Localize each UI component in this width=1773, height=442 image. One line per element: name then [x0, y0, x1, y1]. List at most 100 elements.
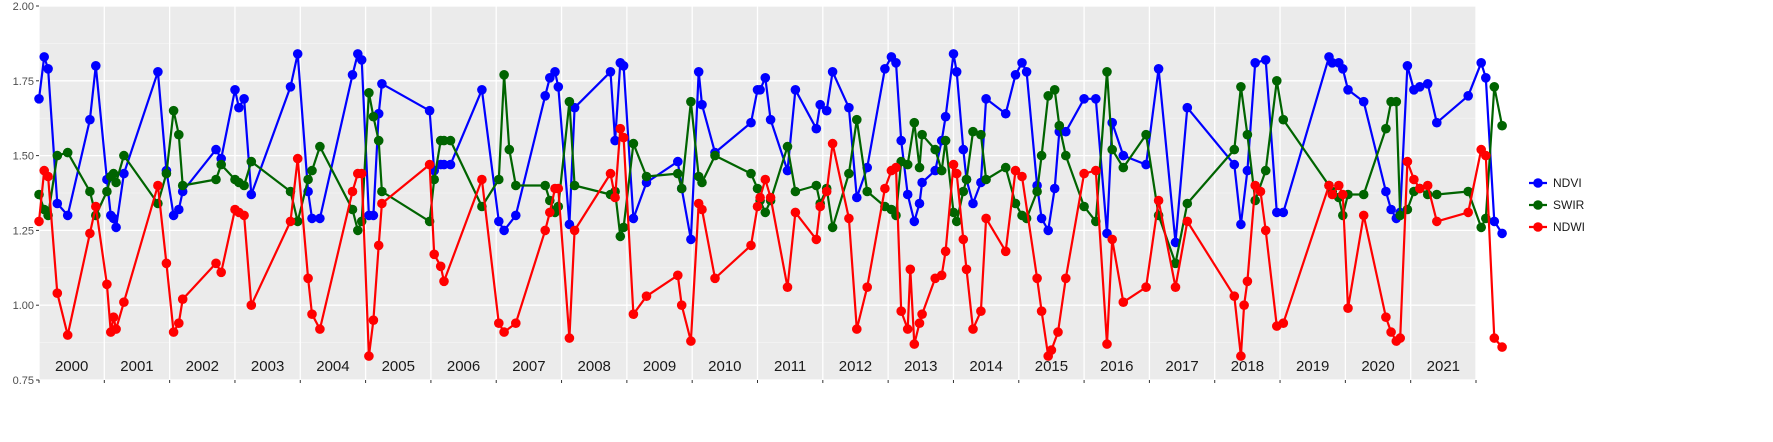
- data-point: [511, 210, 521, 221]
- data-point: [62, 330, 73, 340]
- data-point: [891, 210, 901, 221]
- data-point: [610, 135, 620, 146]
- data-point: [239, 94, 249, 104]
- data-point: [119, 150, 129, 161]
- data-point: [790, 85, 801, 95]
- data-point: [52, 198, 63, 209]
- data-point: [569, 225, 580, 236]
- data-point: [1010, 198, 1021, 209]
- data-point: [673, 156, 683, 167]
- data-point: [1242, 276, 1253, 287]
- data-point: [1386, 327, 1396, 337]
- data-point: [676, 183, 687, 194]
- data-point: [1107, 117, 1117, 128]
- data-point: [1415, 183, 1425, 194]
- data-point: [948, 207, 959, 218]
- data-point: [564, 333, 575, 343]
- data-point: [569, 180, 580, 191]
- data-point: [905, 264, 916, 275]
- year-label: 2014: [969, 358, 1002, 375]
- data-point: [673, 168, 683, 179]
- year-label: 2008: [578, 358, 611, 375]
- data-point: [891, 58, 901, 68]
- data-point: [968, 324, 978, 334]
- data-point: [1391, 96, 1402, 107]
- data-point: [377, 79, 387, 89]
- data-point: [618, 61, 629, 71]
- data-point: [377, 198, 387, 209]
- data-point: [85, 186, 95, 197]
- data-point: [511, 318, 521, 329]
- data-point: [852, 114, 862, 125]
- data-point: [1402, 204, 1413, 215]
- data-point: [211, 144, 221, 155]
- data-point: [477, 174, 487, 185]
- data-point: [628, 213, 639, 224]
- data-point: [1272, 76, 1282, 86]
- legend-key-point: [1533, 200, 1543, 210]
- data-point: [445, 159, 456, 170]
- data-point: [641, 171, 652, 182]
- data-point: [368, 210, 379, 221]
- data-point: [307, 213, 317, 224]
- data-point: [1118, 297, 1129, 308]
- data-point: [896, 306, 906, 317]
- legend-item: SWIR: [1529, 198, 1585, 212]
- data-point: [790, 186, 801, 197]
- data-point: [852, 192, 862, 203]
- data-point: [976, 129, 986, 140]
- series-ndwi: [34, 123, 1507, 361]
- data-point: [914, 198, 925, 209]
- year-label: 2016: [1100, 358, 1133, 375]
- year-labels: 2000 2001 2002 2003 2004 2005 2006 2007 2008 2009…: [55, 358, 1460, 375]
- data-point: [1358, 210, 1369, 221]
- data-point: [1229, 144, 1240, 155]
- data-point: [1061, 126, 1071, 137]
- data-point: [1489, 216, 1500, 227]
- data-point: [951, 168, 962, 179]
- data-point: [364, 351, 374, 361]
- data-point: [424, 105, 435, 116]
- data-point: [1170, 282, 1181, 293]
- data-point: [1476, 222, 1486, 233]
- data-point: [844, 102, 854, 113]
- year-label: 2018: [1231, 358, 1264, 375]
- data-point: [811, 123, 822, 134]
- data-point: [1497, 228, 1507, 239]
- data-point: [292, 216, 303, 227]
- data-point: [246, 189, 257, 200]
- data-point: [940, 111, 951, 122]
- data-point: [315, 324, 325, 334]
- y-tick-label: 1.50: [13, 151, 34, 163]
- data-point: [307, 165, 317, 176]
- data-point: [216, 267, 226, 278]
- legend-label: NDWI: [1553, 220, 1585, 234]
- data-point: [211, 258, 221, 269]
- data-point: [246, 156, 257, 167]
- data-point: [782, 282, 793, 293]
- data-point: [102, 186, 112, 197]
- data-point: [1236, 219, 1246, 230]
- data-point: [610, 192, 620, 203]
- data-point: [1118, 162, 1129, 173]
- data-point: [1481, 73, 1491, 83]
- data-point: [315, 141, 325, 152]
- data-point: [347, 204, 358, 215]
- data-point: [499, 327, 509, 337]
- data-point: [1432, 189, 1442, 200]
- data-point: [1327, 189, 1338, 200]
- data-point: [618, 132, 629, 143]
- data-point: [1170, 237, 1181, 248]
- series-line: [37, 52, 1504, 244]
- data-point: [1260, 165, 1271, 176]
- data-point: [790, 207, 801, 218]
- data-point: [951, 67, 962, 77]
- data-point: [746, 117, 756, 128]
- data-point: [782, 165, 793, 176]
- data-point: [1239, 300, 1249, 311]
- data-point: [62, 210, 73, 221]
- data-point: [1481, 150, 1491, 161]
- data-point: [1182, 102, 1193, 113]
- data-point: [108, 168, 119, 179]
- data-point: [91, 61, 101, 71]
